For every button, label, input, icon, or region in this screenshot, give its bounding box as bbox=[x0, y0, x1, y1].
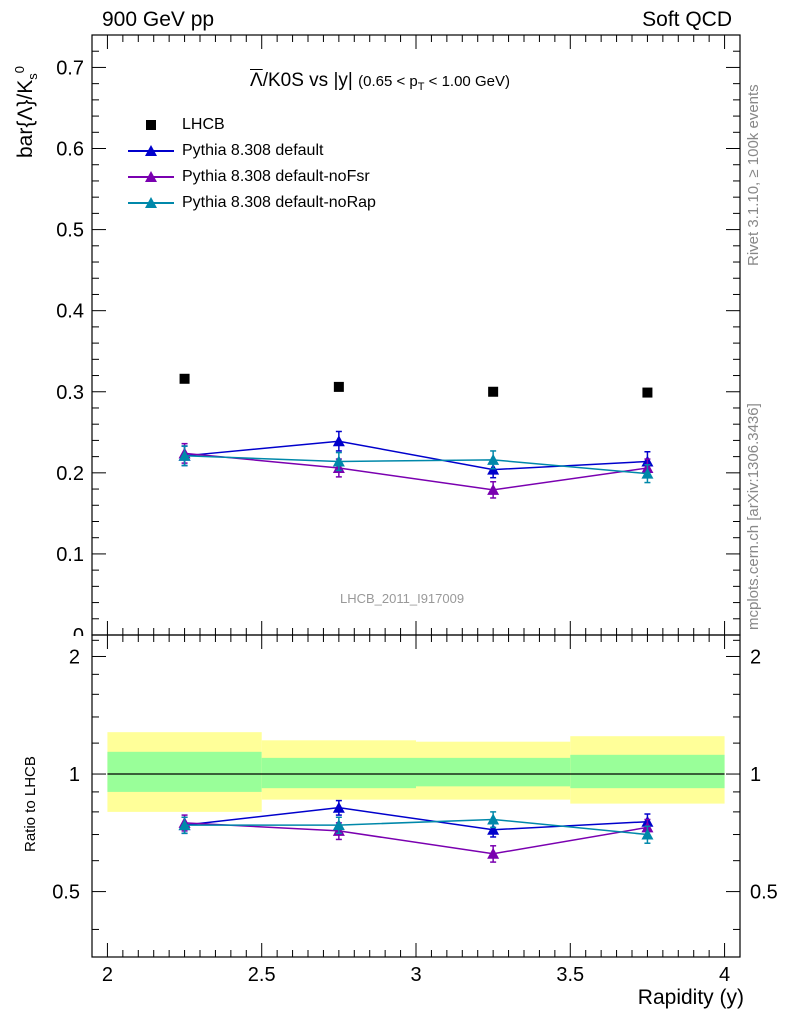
zero-label-clip bbox=[60, 636, 90, 648]
data-point-noRap bbox=[641, 467, 654, 479]
plot-title-range: (0.65 < pT < 1.00 GeV) bbox=[358, 73, 510, 93]
data-point-noRap bbox=[487, 813, 500, 825]
header-left-label: 900 GeV pp bbox=[102, 8, 215, 31]
plot-title-range-sub: T bbox=[417, 81, 425, 93]
data-point-noRap bbox=[178, 819, 191, 831]
x-axis-label: Rapidity (y) bbox=[637, 986, 744, 1009]
series-line-default bbox=[184, 806, 648, 831]
main-y-tick-label: 0.4 bbox=[56, 301, 84, 323]
series-line-noRap bbox=[184, 818, 648, 836]
data-point-lhcb bbox=[488, 386, 499, 397]
ratio-band-inner-3 bbox=[570, 754, 725, 789]
legend-item-default: Pythia 8.308 default bbox=[120, 138, 376, 164]
data-point-noRap bbox=[332, 819, 345, 831]
legend-marker-nofsr bbox=[145, 171, 157, 182]
legend-label-nofsr: Pythia 8.308 default-noFsr bbox=[182, 168, 370, 185]
main-y-tick-label: 0.7 bbox=[56, 57, 84, 79]
mcplots-source-label: mcplots.cern.ch [arXiv:1306.3436] bbox=[745, 403, 762, 630]
main-y-label-text: bar{Λ}/K bbox=[14, 79, 37, 158]
main-y-label-sub: s bbox=[25, 73, 41, 80]
main-y-axis-label: bar{Λ}/Ks0 bbox=[12, 66, 40, 158]
series-line-default bbox=[184, 440, 648, 471]
data-point-noFsr bbox=[487, 483, 500, 495]
legend-label-norap: Pythia 8.308 default-noRap bbox=[182, 194, 376, 211]
main-y-tick-label: 0.5 bbox=[56, 220, 84, 242]
legend: LHCB Pythia 8.308 default Pythia 8.308 d… bbox=[120, 112, 376, 216]
legend-item-norap: Pythia 8.308 default-noRap bbox=[120, 190, 376, 216]
series-line-noRap bbox=[184, 455, 648, 475]
plot-title-range-pre: (0.65 < p bbox=[358, 73, 418, 90]
x-tick-label: 3 bbox=[410, 964, 421, 986]
data-point-noRap bbox=[641, 828, 654, 840]
ratio-y-tick-label: 1 bbox=[69, 764, 80, 786]
main-y-tick-label: 0.2 bbox=[56, 463, 84, 485]
data-point-noRap bbox=[332, 455, 345, 467]
ratio-y-tick-label-right: 0.5 bbox=[750, 882, 778, 904]
main-y-tick-label: 0.6 bbox=[56, 139, 84, 161]
data-point-noRap bbox=[487, 453, 500, 465]
data-point-noFsr bbox=[487, 847, 500, 859]
data-point-lhcb bbox=[333, 381, 344, 392]
plot-title-bar-symbol: Λ bbox=[250, 70, 263, 91]
legend-marker-default bbox=[145, 145, 157, 156]
rivet-version-label: Rivet 3.1.10, ≥ 100k events bbox=[745, 84, 762, 266]
legend-marker-lhcb bbox=[146, 120, 156, 130]
legend-label-lhcb: LHCB bbox=[182, 116, 225, 133]
ratio-y-tick-label-right: 2 bbox=[750, 646, 761, 668]
analysis-id-label: LHCB_2011_I917009 bbox=[340, 591, 465, 606]
legend-label-default: Pythia 8.308 default bbox=[182, 142, 324, 159]
data-point-lhcb bbox=[179, 373, 190, 384]
plot-title-range-post: < 1.00 GeV) bbox=[424, 73, 510, 90]
ratio-y-tick-label: 0.5 bbox=[52, 882, 80, 904]
x-tick-label: 4 bbox=[719, 964, 730, 986]
ratio-y-tick-label-right: 1 bbox=[750, 764, 761, 786]
data-point-default bbox=[332, 801, 345, 813]
series-line-noFsr bbox=[184, 452, 648, 491]
data-point-noRap bbox=[178, 449, 191, 461]
data-point-lhcb bbox=[642, 387, 653, 398]
legend-marker-norap bbox=[145, 197, 157, 208]
plot-title-main: /K0S vs |y| bbox=[262, 70, 353, 91]
x-tick-label: 2.5 bbox=[248, 964, 276, 986]
series-line-noFsr bbox=[184, 822, 648, 855]
ratio-y-axis-label: Ratio to LHCB bbox=[22, 756, 39, 852]
ratio-y-tick-label: 2 bbox=[69, 646, 80, 668]
data-point-default bbox=[332, 435, 345, 447]
header-right-label: Soft QCD bbox=[642, 8, 732, 31]
ratio-band-inner-0 bbox=[107, 751, 262, 792]
ratio-band-inner-2 bbox=[416, 757, 571, 787]
main-y-label-sup: 0 bbox=[12, 66, 27, 74]
main-y-tick-label: 0.1 bbox=[56, 544, 84, 566]
x-tick-label: 3.5 bbox=[556, 964, 584, 986]
plot-title: Λ/K0S vs |y| (0.65 < pT < 1.00 GeV) bbox=[250, 70, 510, 93]
legend-item-lhcb: LHCB bbox=[120, 112, 376, 138]
x-tick-label: 2 bbox=[102, 964, 113, 986]
ratio-band-inner-1 bbox=[261, 757, 416, 789]
legend-item-nofsr: Pythia 8.308 default-noFsr bbox=[120, 164, 376, 190]
data-point-default bbox=[487, 823, 500, 835]
main-y-tick-label: 0.3 bbox=[56, 382, 84, 404]
